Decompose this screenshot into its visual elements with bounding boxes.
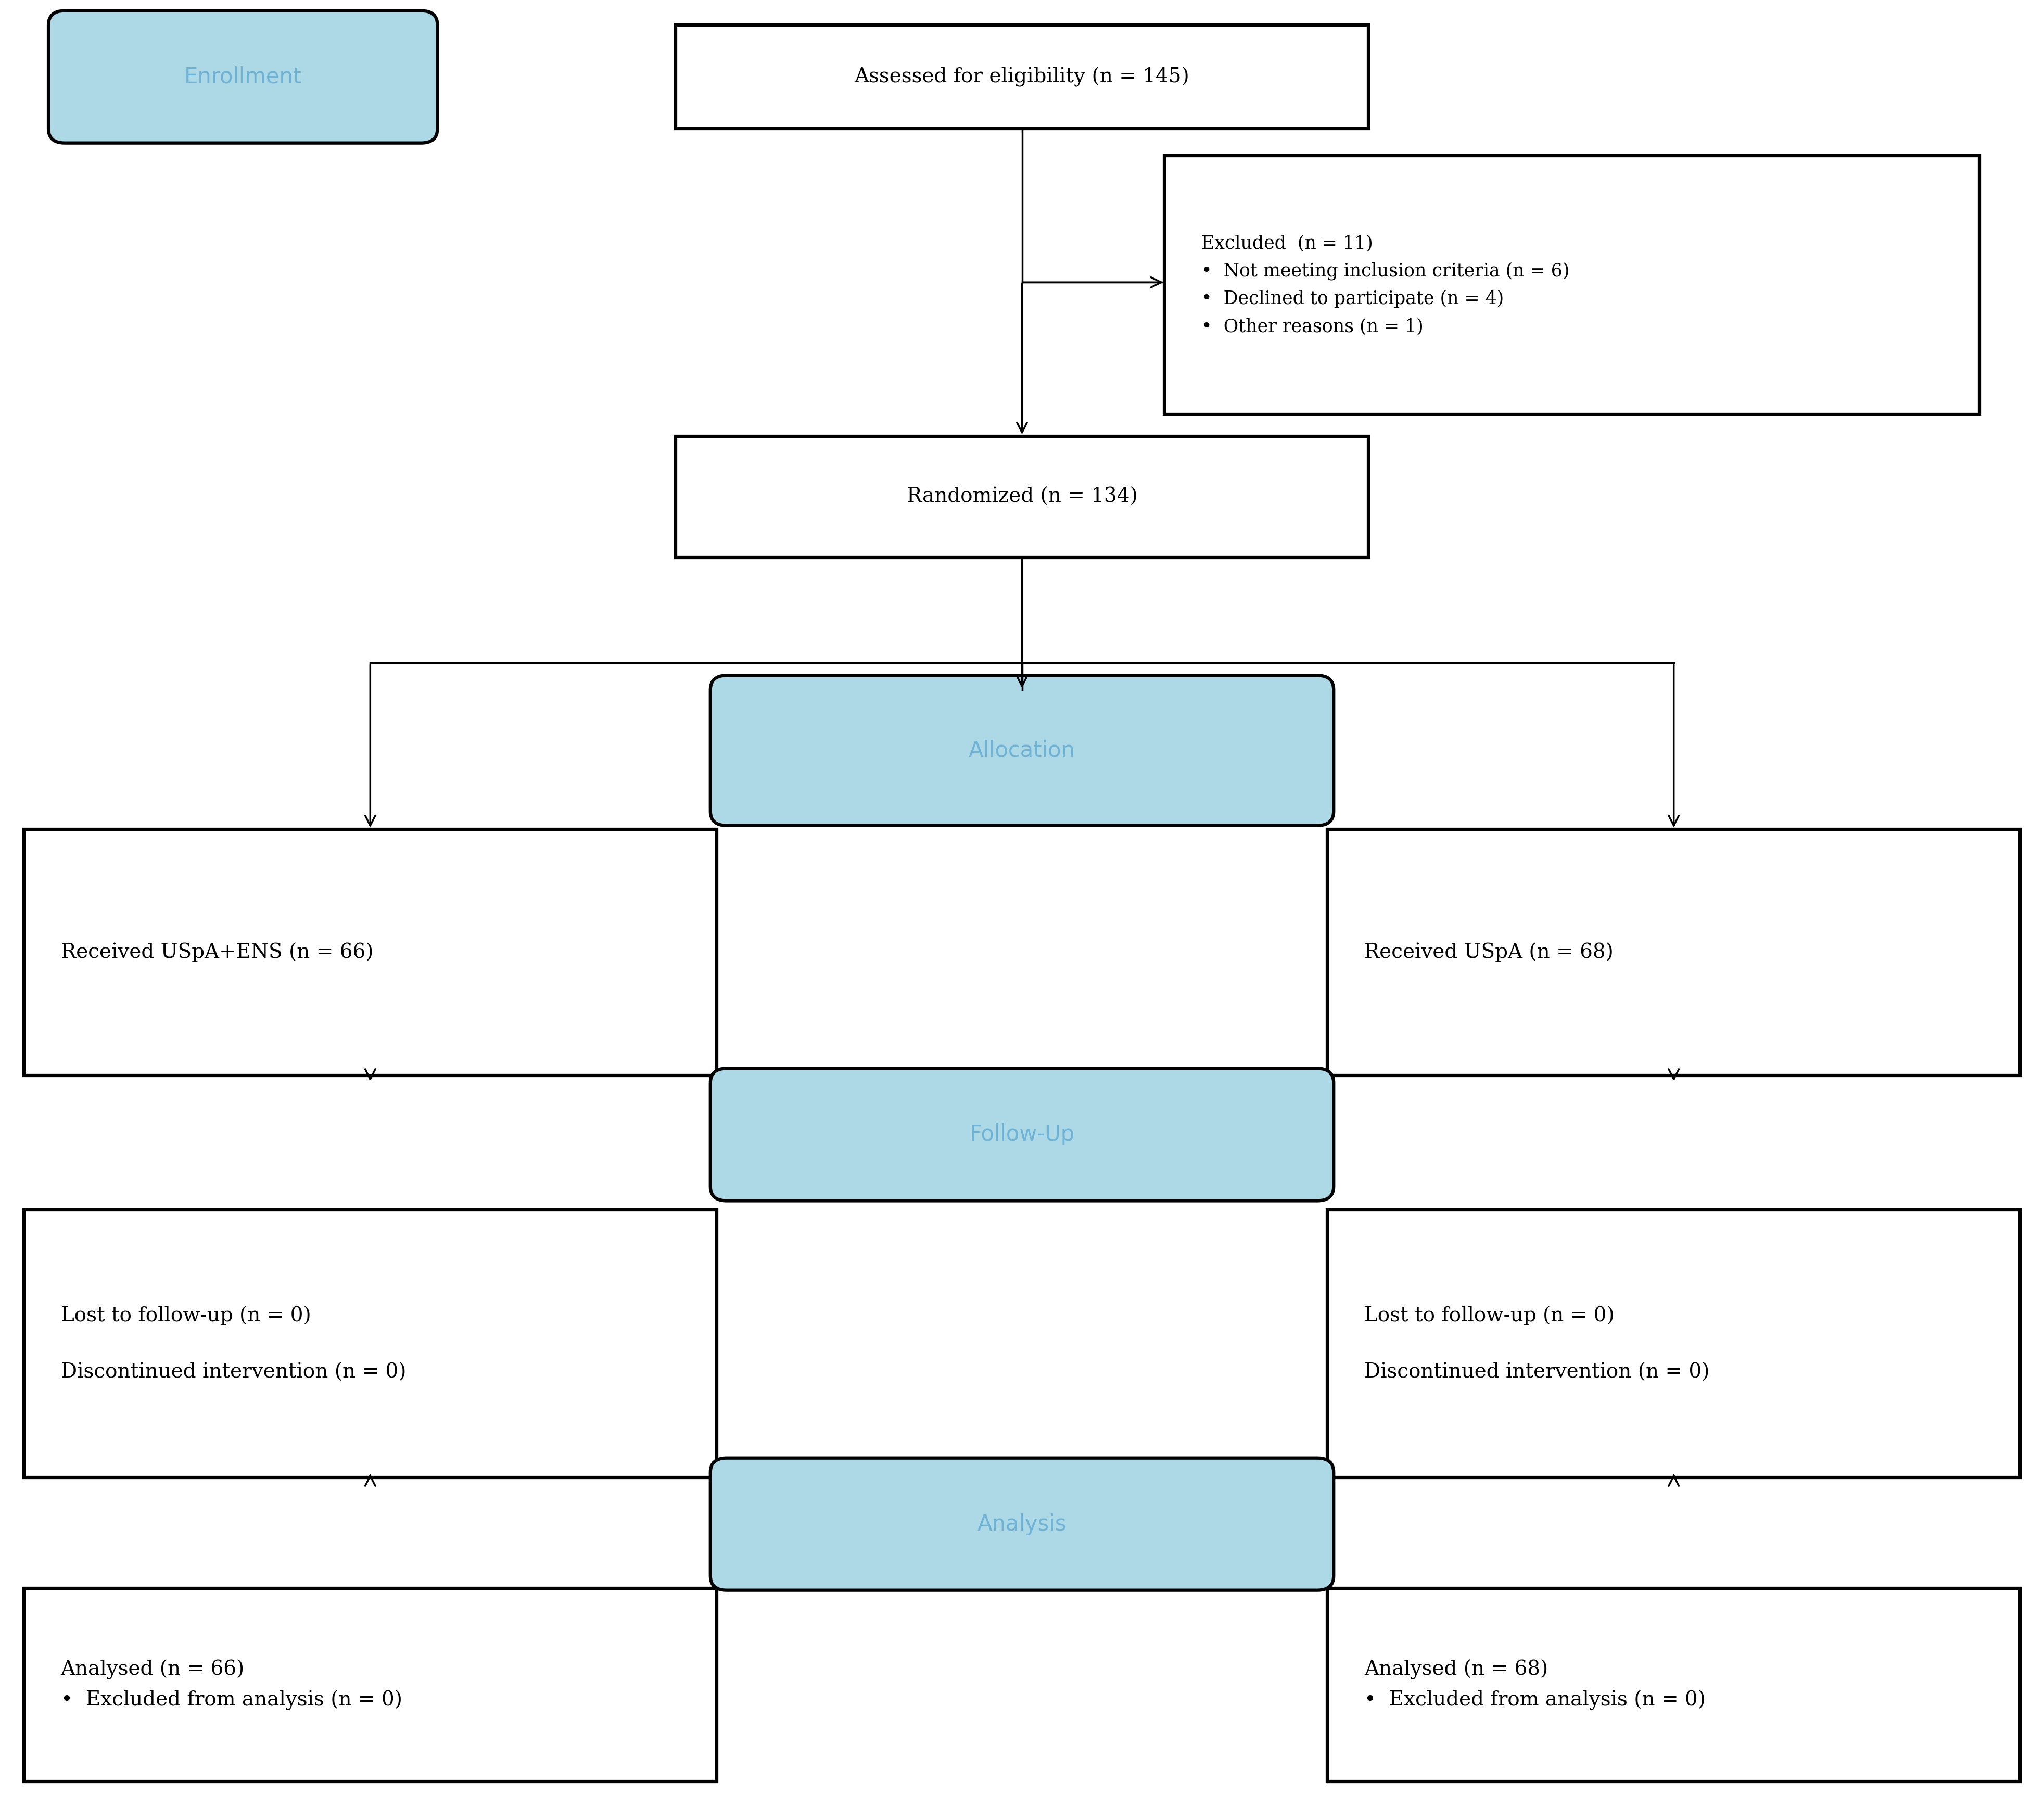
FancyBboxPatch shape bbox=[711, 1069, 1333, 1200]
FancyBboxPatch shape bbox=[49, 11, 437, 144]
Text: Randomized (n = 134): Randomized (n = 134) bbox=[908, 488, 1136, 506]
FancyBboxPatch shape bbox=[711, 675, 1333, 825]
Text: Enrollment: Enrollment bbox=[184, 66, 303, 88]
Text: Analysed (n = 68)
•  Excluded from analysis (n = 0): Analysed (n = 68) • Excluded from analys… bbox=[1363, 1659, 1705, 1710]
Text: Received USpA (n = 68): Received USpA (n = 68) bbox=[1363, 942, 1613, 962]
FancyBboxPatch shape bbox=[711, 1459, 1333, 1589]
FancyBboxPatch shape bbox=[677, 436, 1367, 558]
Text: Lost to follow-up (n = 0)

Discontinued intervention (n = 0): Lost to follow-up (n = 0) Discontinued i… bbox=[1363, 1306, 1709, 1381]
Text: Analysis: Analysis bbox=[977, 1512, 1067, 1536]
Text: Lost to follow-up (n = 0)

Discontinued intervention (n = 0): Lost to follow-up (n = 0) Discontinued i… bbox=[61, 1306, 407, 1381]
FancyBboxPatch shape bbox=[25, 1588, 717, 1781]
FancyBboxPatch shape bbox=[1327, 1588, 2019, 1781]
Text: Received USpA+ENS (n = 66): Received USpA+ENS (n = 66) bbox=[61, 942, 374, 962]
Text: Follow-Up: Follow-Up bbox=[969, 1123, 1075, 1146]
Text: Assessed for eligibility (n = 145): Assessed for eligibility (n = 145) bbox=[854, 66, 1190, 86]
FancyBboxPatch shape bbox=[25, 829, 717, 1076]
Text: Excluded  (n = 11)
•  Not meeting inclusion criteria (n = 6)
•  Declined to part: Excluded (n = 11) • Not meeting inclusio… bbox=[1202, 235, 1570, 335]
FancyBboxPatch shape bbox=[677, 25, 1367, 129]
FancyBboxPatch shape bbox=[1327, 829, 2019, 1076]
Text: Allocation: Allocation bbox=[969, 739, 1075, 761]
FancyBboxPatch shape bbox=[1165, 156, 1979, 414]
FancyBboxPatch shape bbox=[25, 1209, 717, 1478]
Text: Analysed (n = 66)
•  Excluded from analysis (n = 0): Analysed (n = 66) • Excluded from analys… bbox=[61, 1659, 403, 1710]
FancyBboxPatch shape bbox=[1327, 1209, 2019, 1478]
